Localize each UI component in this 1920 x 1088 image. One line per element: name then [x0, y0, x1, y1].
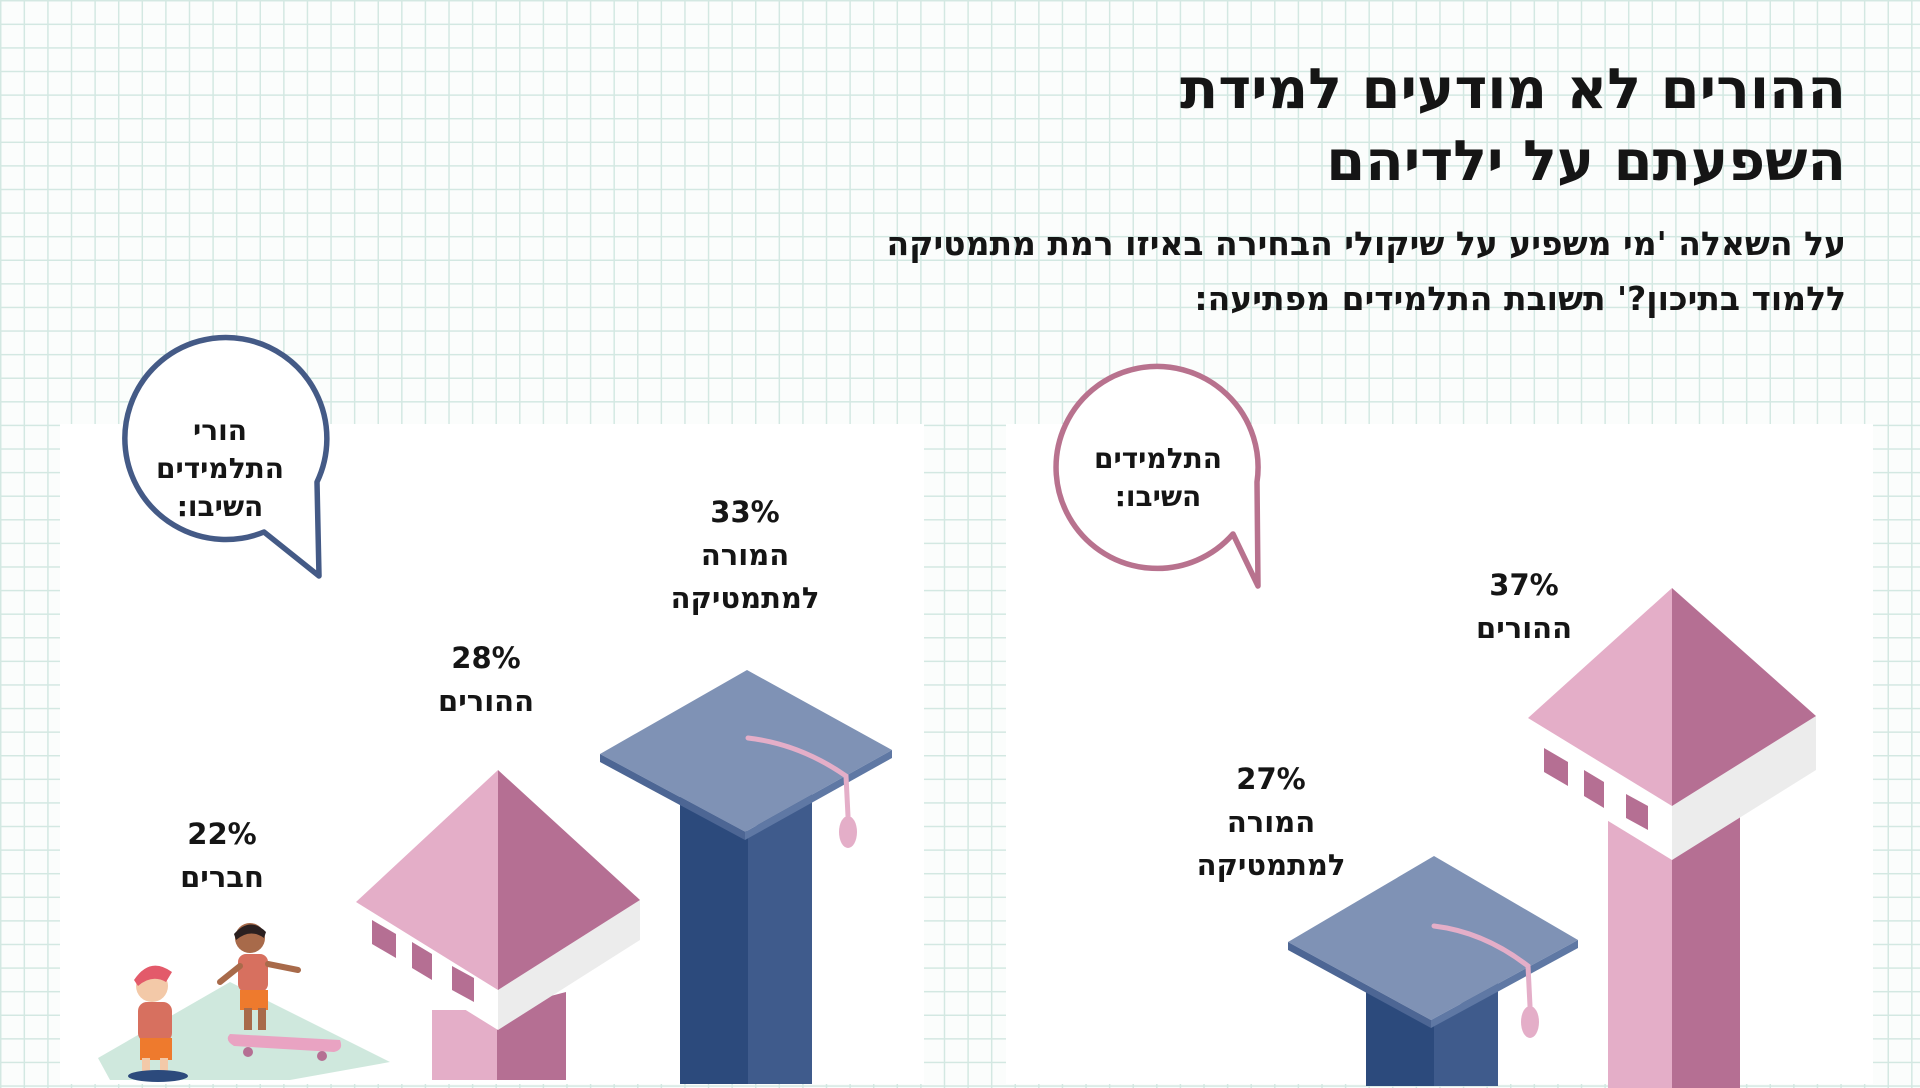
students-speech-bubble-icon	[1053, 363, 1261, 589]
data-label: 37% ההורים	[1424, 564, 1624, 650]
parents-bubble-line: הורי	[193, 414, 247, 447]
value-label: 27%	[1236, 762, 1306, 796]
category-label: המורה	[1226, 805, 1316, 839]
data-label: 22% חברים	[122, 813, 322, 899]
category-label: למתמטיקה	[1196, 848, 1346, 882]
house-icon	[356, 770, 640, 1080]
page-title-line-2: השפעתם על ילדיהם	[1326, 129, 1846, 194]
parents-speech-bubble-icon	[122, 334, 330, 579]
data-label: 27% המורה למתמטיקה	[1171, 758, 1371, 887]
page-title-line-1: ההורים לא מודעים למידת	[1179, 57, 1846, 122]
parents-bubble-line: השיבו:	[176, 490, 264, 523]
graduation-cap-icon	[1288, 856, 1578, 1086]
category-label: למתמטיקה	[670, 581, 820, 615]
page-title: ההורים לא מודעים למידת השפעתם על ילדיהם	[946, 54, 1846, 198]
value-label: 22%	[187, 817, 257, 851]
page-subtitle-line-2: ללמוד בתיכון?' תשובת התלמידים מפתיעה:	[1194, 279, 1846, 318]
page-subtitle-line-1: על השאלה 'מי משפיע על שיקולי הבחירה באיז…	[886, 224, 1846, 263]
category-label: חברים	[180, 860, 264, 894]
graduation-cap-icon	[600, 670, 892, 1084]
students-bubble-text: התלמידים השיבו:	[1058, 440, 1258, 516]
parents-bubble-text: הורי התלמידים השיבו:	[120, 412, 320, 526]
students-bubble-line: השיבו:	[1114, 480, 1202, 513]
category-label: ההורים	[438, 684, 534, 718]
value-label: 33%	[710, 495, 780, 529]
page-subtitle: על השאלה 'מי משפיע על שיקולי הבחירה באיז…	[746, 216, 1846, 326]
friends-skateboard-icon	[98, 923, 390, 1082]
data-label: 28% ההורים	[386, 637, 586, 723]
data-label: 33% המורה למתמטיקה	[645, 491, 845, 620]
value-label: 28%	[451, 641, 521, 675]
parents-bubble-line: התלמידים	[155, 452, 284, 485]
house-icon	[1528, 588, 1816, 1088]
category-label: המורה	[700, 538, 790, 572]
category-label: ההורים	[1476, 611, 1572, 645]
value-label: 37%	[1489, 568, 1559, 602]
students-bubble-line: התלמידים	[1093, 442, 1222, 475]
